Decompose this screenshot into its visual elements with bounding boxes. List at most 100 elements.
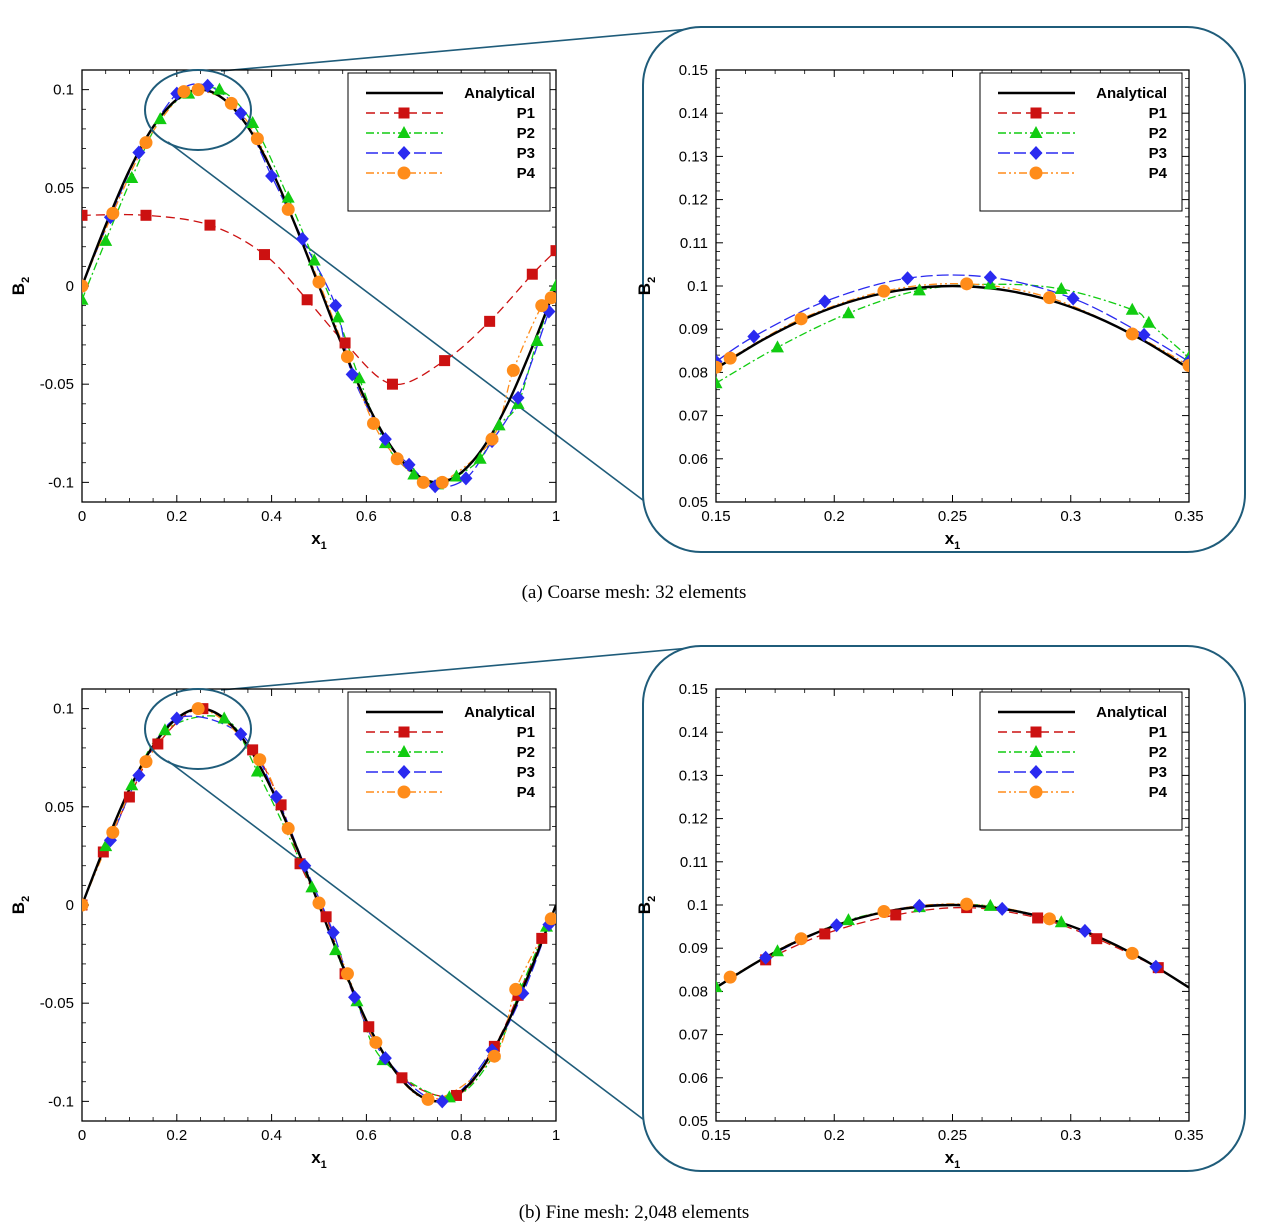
a-main-p4-point [367, 416, 381, 430]
a-main-p3-point [234, 106, 248, 121]
a-main-legend-label-analytical: Analytical [464, 85, 535, 102]
b-main-xlabel: x1 [311, 1148, 327, 1171]
a-main-p2-point [99, 233, 113, 246]
b-main-p4-point [82, 898, 89, 912]
a-zoom-ytick-label: 0.09 [679, 321, 708, 338]
b-zoom-p2-point [716, 980, 723, 993]
b-zoom-xtick-label: 0.3 [1060, 1127, 1081, 1144]
a-main-xtick-label: 0 [78, 508, 86, 525]
b-zoom-xtick-label: 0.35 [1174, 1127, 1203, 1144]
b-main-legend-box [347, 691, 551, 831]
b-main-series-group [82, 702, 556, 1109]
b-zoom-series-group [716, 897, 1189, 993]
b-main-p1-point [320, 911, 332, 923]
a-main-p4-point [416, 475, 430, 489]
b-zoom-legend-marker-p2 [1029, 745, 1043, 757]
a-zoom-ytick-label: 0.13 [679, 148, 708, 165]
a-zoom-p3-point [1137, 327, 1151, 342]
a-main-p2-point [307, 253, 321, 266]
a-main-p4-point [191, 83, 205, 97]
b-zoom-p2-point [983, 898, 997, 911]
b-main-p2-point [217, 711, 231, 724]
a-main-legend-label-p4: P4 [517, 165, 536, 182]
a-main-legend-label-p3: P3 [517, 145, 535, 162]
b-main-ylabel-sub: 2 [20, 896, 32, 902]
b-zoom-xtick-label: 0.2 [824, 1127, 845, 1144]
b-main-legend-marker-p2 [397, 745, 411, 757]
a-main-legend-label-p2: P2 [517, 125, 535, 142]
b-zoom-p1-point [1032, 912, 1044, 924]
a-main-legend-marker-p3 [397, 146, 411, 160]
a-main-p4-point [82, 279, 89, 293]
a-main-xtick-label: 1 [552, 508, 560, 525]
a-zoom-p4-point [794, 312, 808, 326]
a-main-p4-point [485, 432, 499, 446]
b-zoom-p3-point [995, 901, 1009, 916]
a-zoom-legend-marker-p1 [1030, 107, 1042, 119]
a-main-p2-point [473, 451, 487, 464]
b-main-p3-point [435, 1094, 449, 1109]
a-zoom-xtick-label: 0.15 [701, 508, 730, 525]
a-main-p1-point [140, 209, 152, 221]
b-zoom-p2-point [770, 944, 784, 957]
a-zoom-legend-label-analytical: Analytical [1096, 85, 1167, 102]
a-main-xlabel: x1 [311, 529, 327, 552]
a-main-p3-point [511, 390, 525, 405]
a-zoom-series-p3-line [716, 274, 1189, 363]
a-main-p2-point [492, 418, 506, 431]
a-main-series-group [82, 78, 556, 494]
a-zoom-p2-point [716, 376, 723, 389]
b-main-p4-point [191, 702, 205, 716]
b-main-p3-point [132, 768, 146, 783]
a-main-legend-marker-p2 [397, 126, 411, 138]
b-main-ylabel: B2 [9, 896, 32, 914]
a-main-p1-point [526, 268, 538, 280]
b-main-ytick-label: -0.1 [48, 1093, 74, 1110]
b-main-p2-point [305, 880, 319, 893]
b-zoom-xtick-label: 0.25 [938, 1127, 967, 1144]
a-zoom-p4-point [1125, 327, 1139, 341]
caption-a: (a) Coarse mesh: 32 elements [522, 582, 747, 603]
b-zoom-p4-point [877, 904, 891, 918]
a-zoom-p2-point [1125, 302, 1139, 315]
a-main-p1-point [484, 315, 496, 327]
a-zoom-ytick-label: 0.1 [687, 278, 708, 295]
a-main-p4-point [435, 475, 449, 489]
b-main-p3-point [269, 790, 283, 804]
panel-a-zoom-connector-top [220, 26, 713, 72]
b-main-ytick-label: 0.1 [53, 701, 74, 718]
b-main-legend-label-p4: P4 [517, 784, 536, 801]
a-main-p4-point [544, 291, 556, 305]
b-zoom-legend-label-p2: P2 [1149, 744, 1167, 761]
b-zoom-legend-label-p4: P4 [1149, 784, 1168, 801]
b-main-legend-label-analytical: Analytical [464, 704, 535, 721]
b-main-ytick-label: 0.05 [45, 799, 74, 816]
a-main-p4-point [224, 96, 238, 110]
a-main-ytick-label: -0.05 [40, 376, 74, 393]
b-zoom-ytick-label: 0.05 [679, 1113, 708, 1130]
panel-b-zoom-connector-bottom [167, 760, 677, 1145]
b-zoom-p2-point [1054, 915, 1068, 928]
a-main-p4-point [312, 275, 326, 289]
a-zoom-legend-box [979, 72, 1183, 212]
b-main-p4-point [340, 967, 354, 981]
b-zoom-legend-box [979, 691, 1183, 831]
a-main-p1-point [258, 249, 270, 261]
b-main-p3-point [378, 1051, 392, 1066]
a-main-xtick-label: 0.8 [451, 508, 472, 525]
b-zoom-p3-point [1078, 923, 1092, 938]
b-zoom-ytick-label: 0.11 [680, 854, 708, 871]
b-zoom-ylabel-sub: 2 [646, 896, 658, 902]
b-main-p1-point [275, 799, 287, 811]
a-main-p4-point [281, 202, 295, 216]
b-main-p1-point [396, 1072, 408, 1084]
a-main-p2-point [331, 310, 345, 323]
a-zoom-p4-point [716, 360, 723, 374]
b-zoom-p3-point [830, 918, 844, 933]
a-main-p3-point [345, 367, 359, 382]
a-zoom-p3-point [747, 329, 761, 344]
b-main-p1-point [294, 858, 306, 870]
a-zoom-p2-point [1054, 282, 1068, 295]
a-main-p3-point [265, 169, 279, 184]
